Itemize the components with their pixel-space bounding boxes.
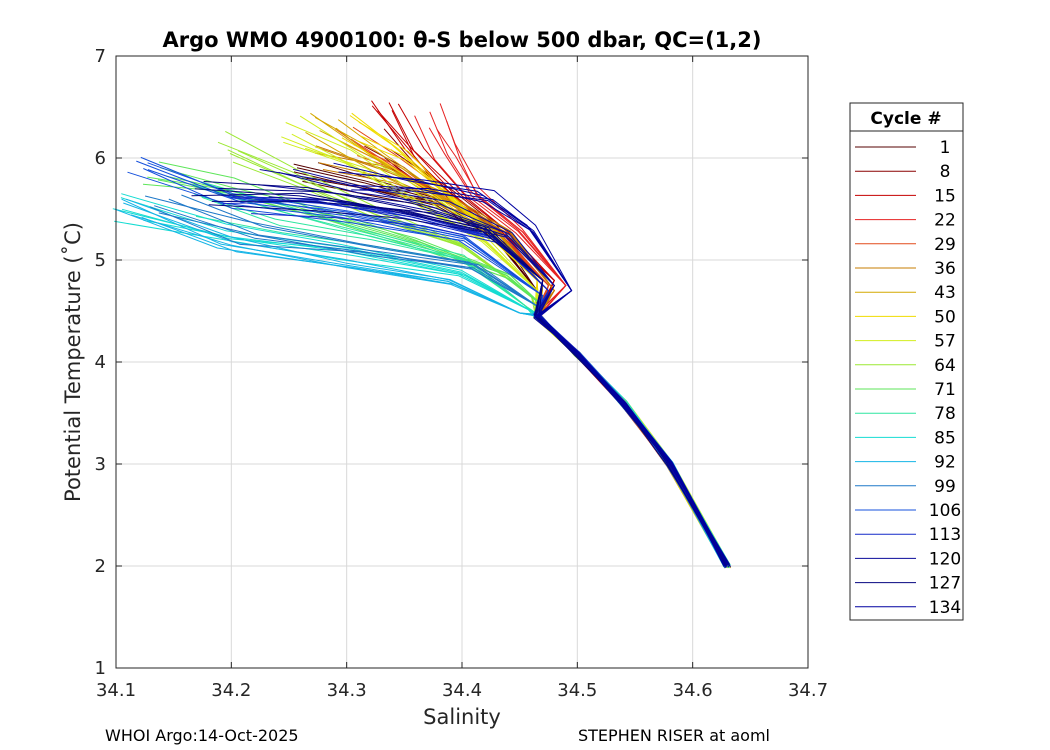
legend-item: 15 bbox=[855, 186, 956, 206]
legend-item: 85 bbox=[855, 428, 956, 448]
legend-item: 120 bbox=[855, 549, 961, 569]
legend-label: 15 bbox=[934, 186, 956, 206]
x-tick-label: 34.6 bbox=[673, 680, 713, 701]
x-tick-label: 34.1 bbox=[96, 680, 136, 701]
y-tick-label: 4 bbox=[95, 352, 106, 373]
y-tick-label: 2 bbox=[95, 556, 106, 577]
legend-item: 99 bbox=[855, 477, 956, 497]
profile-line bbox=[203, 181, 731, 567]
y-tick-label: 7 bbox=[95, 46, 106, 67]
legend-label: 78 bbox=[934, 404, 956, 424]
profile-line bbox=[362, 174, 725, 567]
legend-label: 85 bbox=[934, 428, 956, 448]
x-axis-label: Salinity bbox=[423, 705, 501, 729]
legend-item: 50 bbox=[855, 307, 956, 327]
y-tick-label: 5 bbox=[95, 250, 106, 271]
legend-item: 8 bbox=[855, 162, 950, 182]
y-tick-label: 3 bbox=[95, 454, 106, 475]
axis-ticks: 34.1 34.2 34.3 34.4 34.5 34.6 34.7 1 2 3 4 5 6 7 bbox=[95, 46, 828, 701]
legend-item: 57 bbox=[855, 332, 956, 352]
series-lines bbox=[112, 100, 732, 569]
x-tick-label: 34.5 bbox=[557, 680, 597, 701]
legend-item: 78 bbox=[855, 404, 956, 424]
y-tick-label: 6 bbox=[95, 148, 106, 169]
legend: Cycle # 18152229364350576471788592991061… bbox=[849, 102, 964, 621]
legend-label: 64 bbox=[934, 356, 956, 376]
legend-label: 29 bbox=[934, 235, 956, 255]
legend-label: 43 bbox=[934, 283, 956, 303]
legend-label: 71 bbox=[934, 380, 956, 400]
x-tick-label: 34.4 bbox=[442, 680, 482, 701]
x-tick-label: 34.2 bbox=[211, 680, 251, 701]
legend-item: 127 bbox=[855, 574, 961, 594]
x-tick-label: 34.3 bbox=[327, 680, 367, 701]
legend-item: 29 bbox=[855, 235, 956, 255]
x-tick-label: 34.7 bbox=[788, 680, 828, 701]
legend-label: 22 bbox=[934, 211, 956, 231]
footer-right: STEPHEN RISER at aoml bbox=[578, 726, 770, 745]
legend-label: 120 bbox=[929, 549, 961, 569]
legend-item: 1 bbox=[855, 138, 950, 158]
legend-item: 113 bbox=[855, 525, 961, 545]
legend-label: 8 bbox=[940, 162, 951, 182]
legend-item: 71 bbox=[855, 380, 956, 400]
footer-left: WHOI Argo:14-Oct-2025 bbox=[105, 726, 299, 745]
legend-item: 22 bbox=[855, 211, 956, 231]
legend-label: 57 bbox=[934, 332, 956, 352]
legend-title: Cycle # bbox=[870, 109, 941, 129]
series-134 bbox=[333, 162, 730, 568]
legend-item: 134 bbox=[855, 598, 961, 618]
legend-item: 36 bbox=[855, 259, 956, 279]
legend-item: 43 bbox=[855, 283, 956, 303]
legend-label: 99 bbox=[934, 477, 956, 497]
y-axis-label: Potential Temperature (˚C) bbox=[61, 222, 85, 502]
legend-label: 106 bbox=[929, 501, 961, 521]
legend-label: 36 bbox=[934, 259, 956, 279]
legend-item: 106 bbox=[855, 501, 961, 521]
legend-item: 92 bbox=[855, 453, 956, 473]
legend-label: 134 bbox=[929, 598, 961, 618]
legend-label: 113 bbox=[929, 525, 961, 545]
legend-item: 64 bbox=[855, 356, 956, 376]
y-tick-label: 1 bbox=[95, 658, 106, 679]
legend-items: 1 8 15 22 29 36 43 50 57 64 71 78 85 92 99 106 113 120 127… bbox=[855, 138, 961, 618]
legend-label: 1 bbox=[940, 138, 951, 158]
legend-label: 50 bbox=[934, 307, 956, 327]
legend-label: 127 bbox=[929, 574, 961, 594]
chart-title: Argo WMO 4900100: θ-S below 500 dbar, QC… bbox=[163, 28, 762, 52]
grid-lines bbox=[116, 56, 808, 668]
profile-line bbox=[333, 162, 729, 566]
legend-label: 92 bbox=[934, 453, 956, 473]
